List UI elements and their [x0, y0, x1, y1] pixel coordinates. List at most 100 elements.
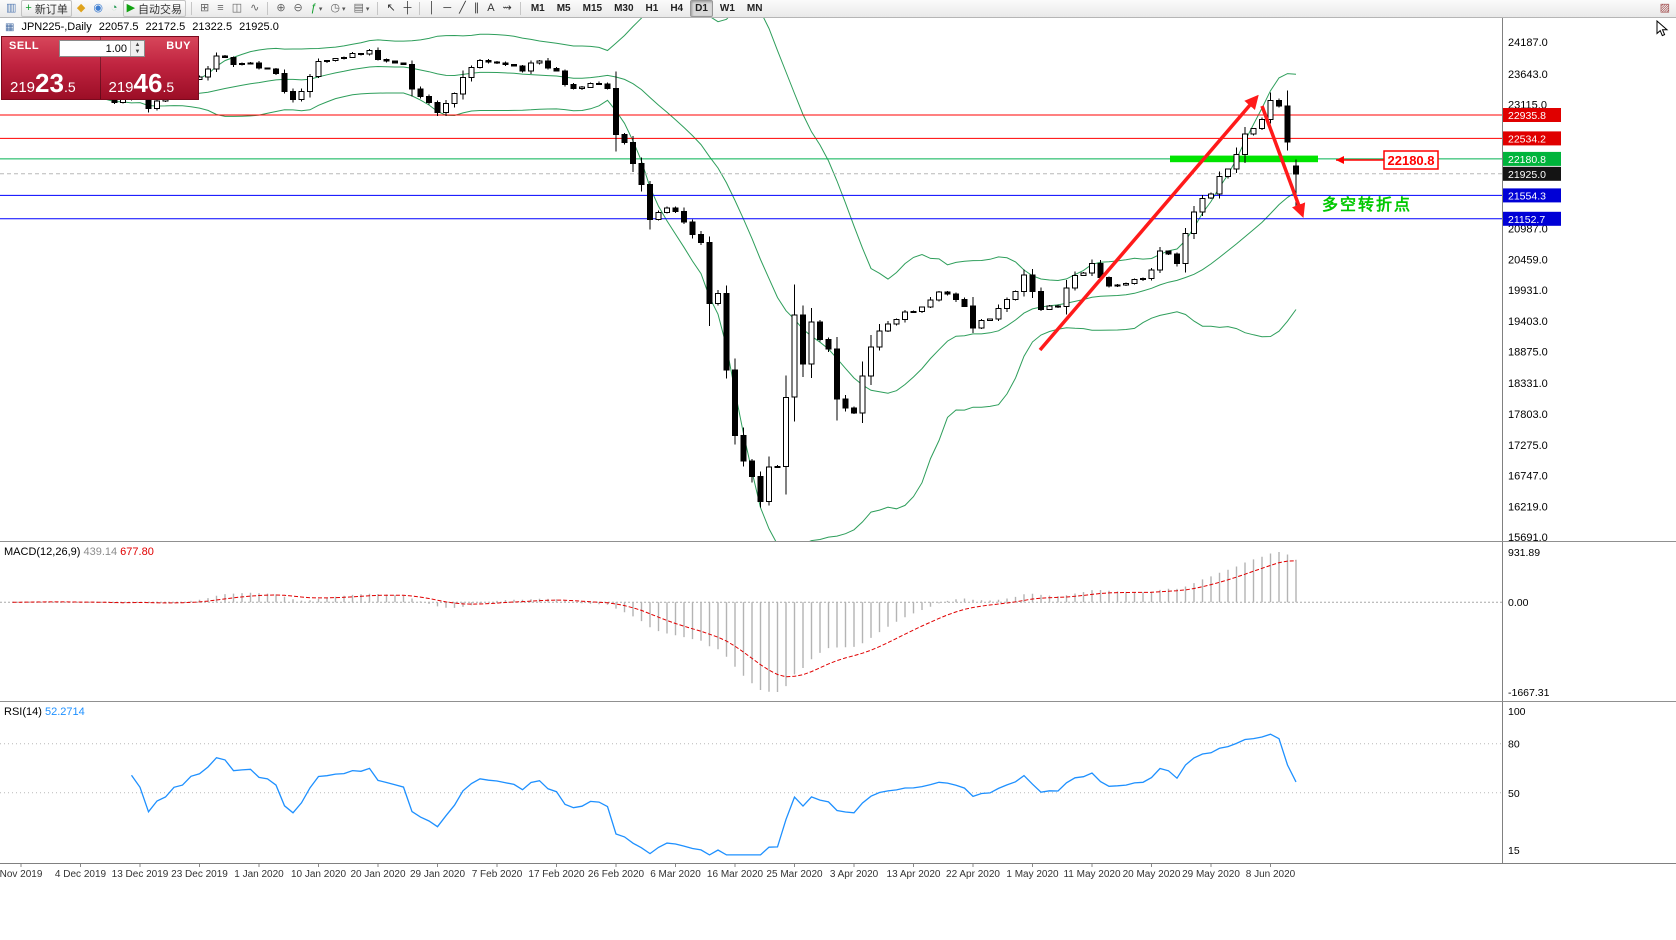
chart-properties-icon[interactable]: ▨ [1657, 1, 1673, 16]
candle-body [953, 293, 959, 300]
timeframe-m1-button[interactable]: M1 [530, 3, 545, 14]
candle-body [409, 64, 415, 90]
horizontal-line-icon[interactable]: ─ [440, 1, 454, 16]
new-order-button[interactable]: + 新订单 [21, 0, 72, 17]
timeframe-w1-button[interactable]: W1 [719, 3, 735, 14]
candle-body [213, 55, 220, 70]
price-tag-label: 22935.8 [1508, 110, 1546, 122]
candle-body [587, 82, 594, 88]
metaeditor-icon[interactable]: ◆ [74, 1, 88, 16]
charts-toolbar-handle[interactable]: ▥ [3, 1, 19, 16]
rsi-panel [0, 733, 1502, 856]
timeframe-h1-button[interactable]: H1 [645, 3, 659, 14]
macd-scale-label: 931.89 [1508, 547, 1540, 559]
candle-body [774, 466, 781, 469]
templates-icon[interactable]: ▤ ▾ [351, 1, 373, 16]
rsi-label: RSI(14) 52.2714 [4, 706, 85, 718]
candle-body [1191, 211, 1197, 234]
date-label: Nov 2019 [0, 869, 43, 880]
candle-body [1131, 279, 1138, 285]
metaeditor-icon-glyph: ◆ [76, 2, 86, 14]
candle-body [604, 83, 611, 89]
candle-body [630, 142, 636, 165]
bar-chart-icon[interactable]: ≡ [214, 1, 226, 16]
timeframe-h4-button[interactable]: H4 [670, 3, 684, 14]
price-tag-label: 21925.0 [1508, 169, 1546, 181]
turning-point-text[interactable]: 多空转折点 [1322, 195, 1412, 214]
candle-body [1208, 193, 1214, 199]
candle-body [307, 75, 313, 93]
autotrading-button[interactable]: ▶ 自动交易 [122, 0, 187, 17]
spin-up-icon[interactable]: ▲ [134, 41, 141, 48]
candle-body [451, 93, 458, 104]
candle-body [876, 330, 883, 348]
text-tool-icon[interactable]: A [484, 1, 497, 16]
timeframe-m15-button[interactable]: M15 [582, 3, 603, 14]
candle-body [553, 67, 560, 72]
price-tag-21554.3 [1503, 188, 1561, 203]
volume-spinner[interactable]: ▲ ▼ [130, 41, 144, 56]
candle-body [375, 50, 381, 60]
date-label: 20 May 2020 [1123, 869, 1181, 880]
candle-body [434, 102, 441, 113]
indicators-icon[interactable]: ƒ ▾ [308, 1, 326, 16]
ohlc-low: 21322.5 [192, 21, 233, 33]
market-watch-icon-glyph: ◔ [110, 2, 118, 14]
candle-body [494, 61, 500, 64]
symbol-period-label: JPN225-,Daily [21, 21, 92, 33]
timeframe-d1-button[interactable]: D1 [690, 0, 713, 17]
date-label: 8 Jun 2020 [1246, 869, 1296, 880]
candle-body [579, 86, 585, 89]
candle-body [1148, 269, 1155, 279]
timeframe-m5-button[interactable]: M5 [556, 3, 571, 14]
zoom-out-icon-glyph: ⊖ [293, 2, 303, 14]
trendline-icon[interactable]: ╱ [456, 1, 469, 16]
candle-body [417, 88, 424, 98]
timeframe-m30-button[interactable]: M30 [614, 3, 634, 14]
cursor-icon[interactable]: ↖ [383, 1, 398, 16]
timeframe-toolbar: M1 M5 M15 M30 H1 H4 D1 W1 MN [525, 0, 769, 17]
candle-body [1250, 128, 1257, 135]
price-tag-22935.8 [1503, 108, 1561, 122]
candle-body [655, 212, 662, 221]
date-label: 17 Feb 2020 [528, 869, 585, 880]
price-tag-22180.8 [1503, 151, 1561, 166]
buy-price: 219 46.5 [109, 70, 175, 96]
timeframe-mn-button[interactable]: MN [746, 3, 763, 14]
candle-body [757, 476, 764, 503]
chart-title: ▦ JPN225-,Daily 22057.5 22172.5 21322.5 … [5, 21, 279, 33]
trend-arrow-down[interactable] [1260, 105, 1306, 218]
spin-down-icon[interactable]: ▼ [134, 48, 141, 55]
vertical-line-icon[interactable]: │ [425, 1, 438, 16]
periods-icon[interactable]: ◷ ▾ [327, 1, 348, 16]
trend-arrow-up[interactable] [1038, 94, 1259, 352]
line-chart-icon[interactable]: ∿ [247, 1, 262, 16]
profiles-icon[interactable]: ◉ [90, 1, 106, 16]
crosshair-icon[interactable]: ┼ [401, 1, 415, 16]
market-watch-icon[interactable]: ◔ [108, 1, 121, 16]
candle-body [273, 68, 279, 74]
price-annotation[interactable]: 22180.8 [1336, 150, 1439, 170]
trendline-icon-glyph: ╱ [459, 2, 466, 14]
zoom-out-icon[interactable]: ⊖ [291, 1, 306, 16]
tile-windows-icon[interactable]: ⊞ [197, 1, 212, 16]
annotation-price-label: 22180.8 [1388, 153, 1435, 168]
rsi-scale-label: 100 [1508, 706, 1526, 718]
candle-body [1089, 262, 1095, 274]
macd-histogram [28, 552, 1297, 692]
crosshair-icon-glyph: ┼ [403, 2, 412, 14]
bollinger-lower-band [46, 92, 1297, 541]
indicators-icon-dropdown-icon: ▾ [318, 5, 323, 13]
date-label: 11 May 2020 [1063, 869, 1121, 880]
candle-body [477, 60, 483, 69]
price-tick-label: 20459.0 [1508, 254, 1548, 266]
candlestick-chart-icon[interactable]: ◫ [229, 1, 245, 16]
candle-body [502, 62, 509, 66]
zoom-in-icon[interactable]: ⊕ [273, 1, 288, 16]
candle-body [638, 163, 645, 185]
volume-input[interactable] [60, 42, 130, 55]
equidistant-channel-icon[interactable]: ∥ [471, 1, 483, 16]
arrows-tool-icon[interactable]: ⇝ [500, 1, 515, 16]
templates-icon-glyph: ▤ [353, 2, 364, 14]
resistance-zone-highlight[interactable] [1170, 155, 1318, 163]
